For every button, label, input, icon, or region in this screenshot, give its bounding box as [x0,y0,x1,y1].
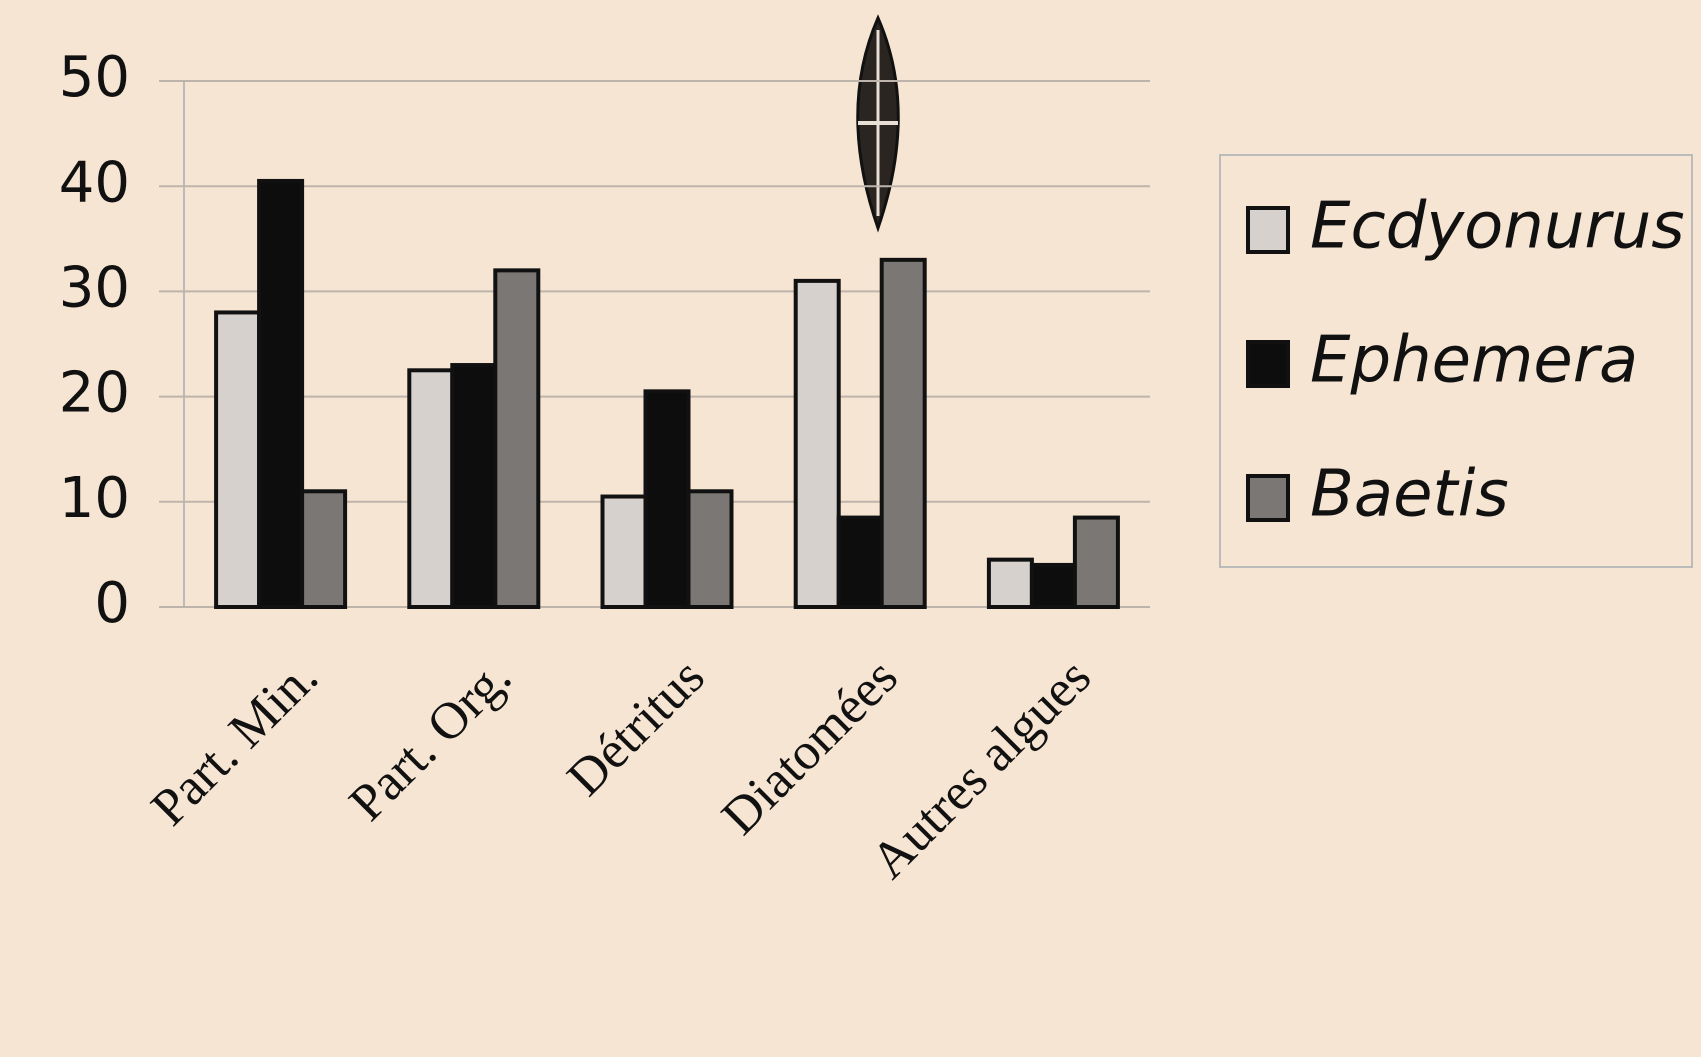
bar [686,489,734,609]
y-tick-label: 50 [59,45,130,110]
bar [986,557,1034,609]
diatom-illustration [856,14,900,233]
legend-label: Ecdyonurus [1310,190,1685,264]
bar [450,363,498,610]
bar [1072,515,1120,610]
legend-swatch [1246,474,1290,522]
y-tick-label: 40 [59,150,130,215]
bar [1029,562,1077,609]
legend-label: Ephemera [1310,324,1638,398]
y-tick-label: 0 [94,571,130,636]
legend-label: Baetis [1310,458,1509,532]
y-tick-label: 10 [59,466,130,531]
bar [300,489,348,609]
legend-box [1219,154,1693,568]
bar [793,278,841,609]
bar [407,368,455,609]
bar [643,389,691,609]
legend-swatch [1246,206,1290,254]
y-tick-label: 30 [59,256,130,321]
bar [214,310,262,609]
bar [836,515,884,610]
bar [879,257,927,609]
bar [493,268,541,609]
legend-swatch [1246,340,1290,388]
bar [600,494,648,610]
y-tick-label: 20 [59,361,130,426]
bar [257,178,305,609]
